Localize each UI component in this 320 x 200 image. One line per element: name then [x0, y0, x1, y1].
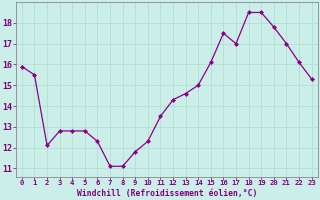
X-axis label: Windchill (Refroidissement éolien,°C): Windchill (Refroidissement éolien,°C) [76, 189, 257, 198]
